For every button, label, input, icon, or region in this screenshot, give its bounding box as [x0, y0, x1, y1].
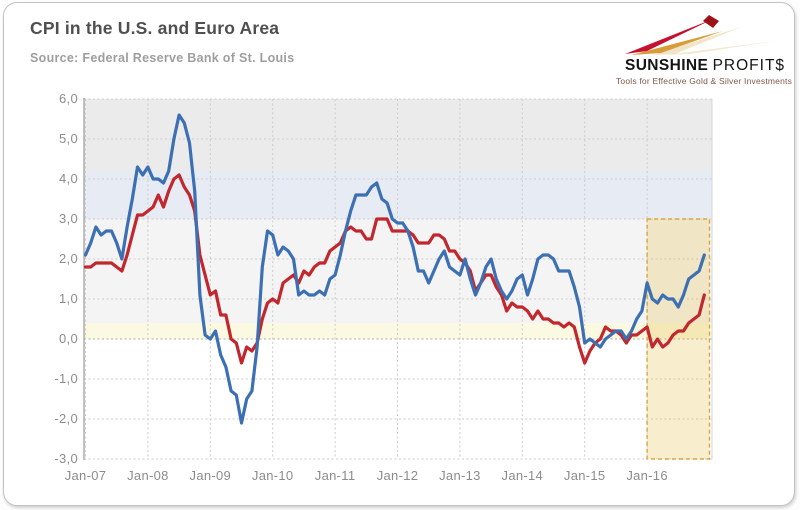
euro-cpi-line [83, 173, 706, 365]
logo-brand-light: PROFIT$ [712, 57, 786, 74]
logo-brand: SUNSHINE PROFIT$ [615, 57, 795, 75]
sunshine-profits-logo: SUNSHINE PROFIT$ Tools for Effective Gol… [613, 5, 795, 90]
logo-tagline: Tools for Effective Gold & Silver Invest… [615, 76, 793, 86]
logo-brand-bold: SUNSHINE [624, 57, 709, 74]
plot-band [84, 323, 712, 339]
source-caption: Source: Federal Reserve Bank of St. Loui… [30, 51, 295, 65]
page-title: CPI in the U.S. and Euro Area [30, 18, 280, 38]
plot-band [84, 339, 712, 459]
us-cpi-line [83, 113, 706, 425]
logo-arrows-icon [625, 15, 775, 55]
